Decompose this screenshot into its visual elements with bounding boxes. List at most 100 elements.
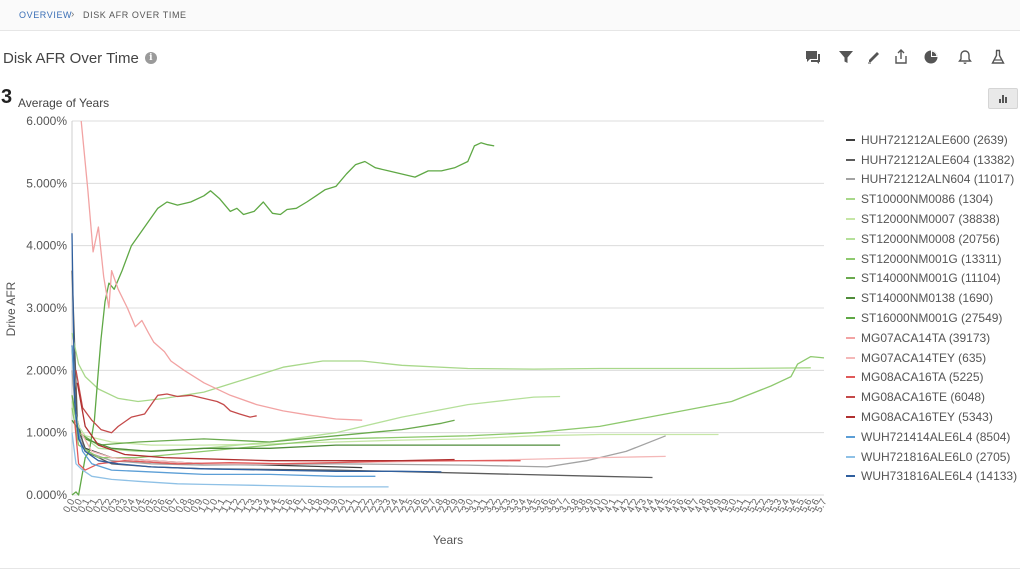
series-line-16[interactable] <box>71 432 389 488</box>
chart-legend: HUH721212ALE600 (2639) HUH721212ALE604 (1… <box>846 130 1017 486</box>
legend-item[interactable]: MG07ACA14TA (39173) <box>846 328 1017 348</box>
legend-label: HUH721212ALE600 (2639) <box>861 132 1008 147</box>
legend-item[interactable]: HUH721212ALE600 (2639) <box>846 130 1017 150</box>
title-row: Disk AFR Over Time i <box>3 48 157 68</box>
legend-item[interactable]: WUH721816ALE6L0 (2705) <box>846 447 1017 467</box>
y-tick-label: 6.000% <box>26 114 67 128</box>
comment-icon[interactable] <box>805 49 823 67</box>
y-tick-label: 5.000% <box>26 176 67 190</box>
chart-grid <box>71 120 824 496</box>
legend-label: WUH721816ALE6L0 (2705) <box>861 449 1011 464</box>
legend-item[interactable]: MG08ACA16TE (6048) <box>846 387 1017 407</box>
legend-swatch <box>846 198 855 201</box>
series-line-7[interactable] <box>71 395 455 446</box>
summary-label: Average of Years <box>18 96 110 110</box>
legend-label: MG08ACA16TEY (5343) <box>861 410 993 425</box>
legend-label: WUH721414ALE6L4 (8504) <box>861 429 1011 444</box>
x-axis-ticks: 0.00.00.10.10.20.20.30.30.40.40.50.50.60… <box>61 497 829 515</box>
breadcrumb-overview-link[interactable]: OVERVIEW <box>19 10 73 20</box>
series-line-13[interactable] <box>75 370 257 434</box>
legend-item[interactable]: MG08ACA16TA (5225) <box>846 368 1017 388</box>
y-tick-label: 4.000% <box>26 239 67 253</box>
chart-type-button[interactable] <box>988 88 1018 109</box>
series-line-4[interactable] <box>71 395 719 446</box>
legend-swatch <box>846 455 855 458</box>
pie-chart-icon[interactable] <box>923 49 941 67</box>
y-tick-label: 2.000% <box>26 363 67 377</box>
bell-icon[interactable] <box>957 49 975 67</box>
legend-swatch <box>846 396 855 399</box>
legend-item[interactable]: HUH721212ALE604 (13382) <box>846 150 1017 170</box>
legend-item[interactable]: HUH721212ALN604 (11017) <box>846 170 1017 190</box>
legend-item[interactable]: ST12000NM0007 (38838) <box>846 209 1017 229</box>
legend-swatch <box>846 178 855 181</box>
legend-swatch <box>846 376 855 379</box>
series-line-11[interactable] <box>80 432 666 465</box>
legend-item[interactable]: ST12000NM001G (13311) <box>846 249 1017 269</box>
summary-value: 3 <box>1 86 13 108</box>
series-line-10[interactable] <box>80 120 363 421</box>
series-line-9[interactable] <box>71 142 495 496</box>
legend-swatch <box>846 138 855 141</box>
legend-label: HUH721212ALN604 (11017) <box>861 172 1015 187</box>
bar-chart-icon <box>999 95 1007 103</box>
series-line-3[interactable] <box>71 332 811 403</box>
legend-item[interactable]: ST14000NM0138 (1690) <box>846 288 1017 308</box>
legend-label: MG08ACA16TA (5225) <box>861 370 984 385</box>
legend-label: ST12000NM001G (13311) <box>861 251 1002 266</box>
legend-swatch <box>846 158 855 161</box>
y-tick-label: 1.000% <box>26 426 67 440</box>
series-line-17[interactable] <box>71 233 442 473</box>
share-icon[interactable] <box>893 49 911 67</box>
series-line-8[interactable] <box>71 419 561 453</box>
legend-item[interactable]: ST10000NM0086 (1304) <box>846 189 1017 209</box>
flask-icon[interactable] <box>990 49 1008 67</box>
legend-swatch <box>846 416 855 419</box>
x-axis-label: Years <box>433 533 463 547</box>
series-line-1[interactable] <box>71 270 653 479</box>
breadcrumb: OVERVIEW › DISK AFR OVER TIME <box>0 0 1020 31</box>
y-axis-label: Drive AFR <box>4 281 18 336</box>
page-title: Disk AFR Over Time <box>3 49 139 67</box>
line-chart: 0.000% 1.000% 2.000% 3.000% 4.000% 5.000% 6.00… <box>4 114 830 547</box>
legend-swatch <box>846 297 855 300</box>
legend-swatch <box>846 475 855 478</box>
legend-label: ST12000NM0007 (38838) <box>861 212 1000 227</box>
filter-icon[interactable] <box>838 49 856 67</box>
legend-label: ST16000NM001G (27549) <box>861 311 1003 326</box>
legend-swatch <box>846 435 855 438</box>
chart-series <box>71 120 825 496</box>
legend-label: MG08ACA16TE (6048) <box>861 390 986 405</box>
y-tick-label: 0.000% <box>26 488 67 502</box>
legend-label: MG07ACA14TA (39173) <box>861 330 991 345</box>
legend-swatch <box>846 277 855 280</box>
series-line-6[interactable] <box>71 355 825 459</box>
breadcrumb-current: DISK AFR OVER TIME <box>83 10 187 20</box>
legend-label: WUH731816ALE6L4 (14133) <box>861 469 1018 484</box>
series-line-15[interactable] <box>71 345 376 477</box>
chevron-right-icon: › <box>71 9 75 20</box>
legend-swatch <box>846 218 855 221</box>
legend-label: ST12000NM0008 (20756) <box>861 231 1000 246</box>
footer-divider <box>0 568 1020 569</box>
legend-label: ST10000NM0086 (1304) <box>861 192 994 207</box>
y-axis-ticks: 0.000% 1.000% 2.000% 3.000% 4.000% 5.000% 6.00… <box>26 114 67 502</box>
legend-item[interactable]: WUH731816ALE6L4 (14133) <box>846 467 1017 487</box>
legend-swatch <box>846 237 855 240</box>
chart-toolbar <box>0 49 1020 69</box>
legend-item[interactable]: ST16000NM001G (27549) <box>846 308 1017 328</box>
legend-item[interactable]: ST12000NM0008 (20756) <box>846 229 1017 249</box>
legend-swatch <box>846 257 855 260</box>
legend-item[interactable]: MG07ACA14TEY (635) <box>846 348 1017 368</box>
series-line-2[interactable] <box>71 370 666 468</box>
edit-icon[interactable] <box>866 49 884 67</box>
legend-label: ST14000NM001G (11104) <box>861 271 1001 286</box>
legend-item[interactable]: WUH721414ALE6L4 (8504) <box>846 427 1017 447</box>
legend-label: ST14000NM0138 (1690) <box>861 291 994 306</box>
y-tick-label: 3.000% <box>26 301 67 315</box>
info-icon[interactable]: i <box>144 52 157 64</box>
legend-item[interactable]: MG08ACA16TEY (5343) <box>846 407 1017 427</box>
series-line-14[interactable] <box>76 382 455 462</box>
legend-item[interactable]: ST14000NM001G (11104) <box>846 269 1017 289</box>
legend-label: MG07ACA14TEY (635) <box>861 350 987 365</box>
